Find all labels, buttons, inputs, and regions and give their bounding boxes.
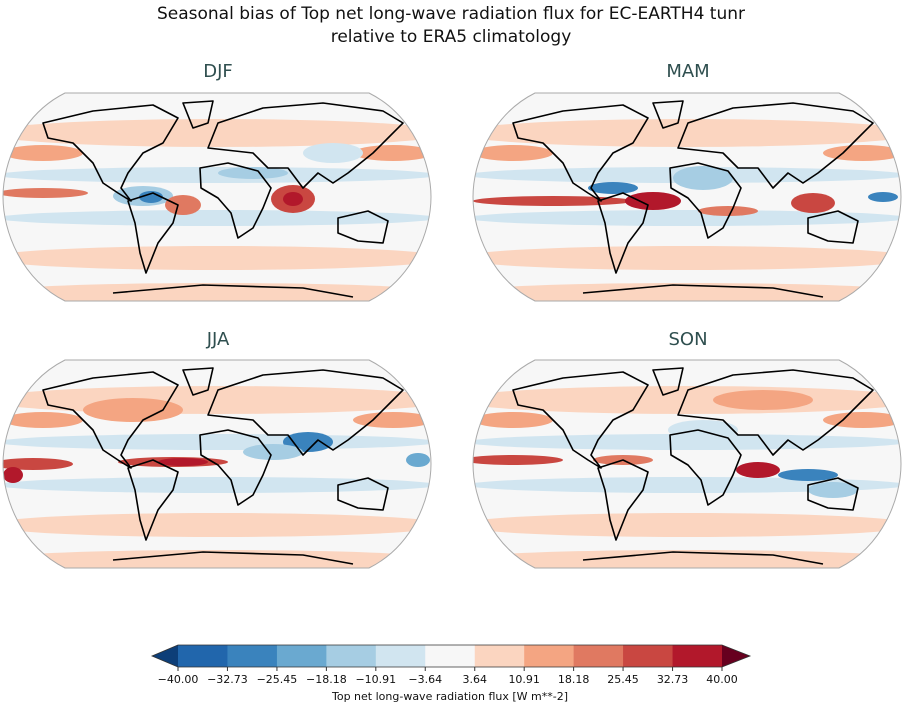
anomaly-region (823, 412, 901, 428)
map-panel (2, 92, 432, 302)
anomaly-field (3, 386, 431, 568)
anomaly-region (823, 145, 901, 161)
panel-title: MAM (666, 61, 709, 82)
colorbar-extend-low (152, 645, 178, 667)
anomaly-region (625, 192, 681, 210)
colorbar-tick-label: −25.45 (257, 673, 298, 686)
colorbar-segment (276, 645, 327, 667)
anomaly-region (158, 458, 208, 466)
panel-title: SON (668, 329, 707, 350)
anomaly-region (473, 455, 563, 465)
anomaly-region (473, 119, 901, 147)
anomaly-region (868, 192, 898, 202)
anomaly-region (353, 412, 431, 428)
colorbar-segment (326, 645, 377, 667)
anomaly-region (473, 145, 553, 161)
colorbar-tick-label: 3.64 (463, 673, 488, 686)
anomaly-field (473, 386, 901, 568)
anomaly-region (165, 195, 201, 215)
colorbar-tick-label: 40.00 (706, 673, 738, 686)
anomaly-region (473, 412, 553, 428)
anomaly-region (473, 386, 901, 414)
anomaly-region (406, 453, 430, 467)
anomaly-region (473, 246, 901, 270)
anomaly-region (83, 398, 183, 422)
anomaly-region (3, 477, 431, 493)
figure-title: Seasonal bias of Top net long-wave radia… (157, 4, 745, 24)
colorbar-tick-label: 32.73 (657, 673, 689, 686)
colorbar-tick-label: −32.73 (207, 673, 248, 686)
anomaly-region (668, 420, 738, 440)
colorbar-segment (623, 645, 674, 667)
colorbar-tick-label: −18.18 (306, 673, 347, 686)
anomaly-region (673, 166, 733, 190)
anomaly-region (473, 550, 901, 568)
colorbar-tick-label: −10.91 (355, 673, 396, 686)
panel-title: JJA (206, 329, 230, 350)
anomaly-region (778, 469, 838, 481)
anomaly-region (3, 550, 431, 568)
anomaly-region (473, 477, 901, 493)
anomaly-region (3, 513, 431, 537)
colorbar-segment (573, 645, 624, 667)
anomaly-region (3, 283, 431, 301)
anomaly-region (3, 386, 431, 414)
anomaly-region (283, 192, 303, 206)
colorbar-tick-label: −3.64 (408, 673, 442, 686)
anomaly-region (3, 210, 431, 226)
colorbar-label: Top net long-wave radiation flux [W m**-… (331, 690, 568, 703)
anomaly-region (243, 444, 303, 460)
colorbar-segment (474, 645, 525, 667)
anomaly-region (473, 210, 901, 226)
anomaly-region (473, 283, 901, 301)
anomaly-region (808, 482, 858, 498)
colorbar-segment (375, 645, 426, 667)
anomaly-region (791, 193, 835, 213)
anomaly-region (736, 462, 780, 478)
colorbar-segment (672, 645, 723, 667)
anomaly-region (698, 206, 758, 216)
anomaly-region (3, 246, 431, 270)
anomaly-field (473, 119, 901, 301)
map-panel (472, 92, 902, 302)
anomaly-region (139, 191, 163, 203)
anomaly-region (303, 143, 363, 163)
anomaly-region (3, 188, 88, 198)
colorbar-segment (178, 645, 228, 667)
figure-title: relative to ERA5 climatology (331, 27, 572, 47)
anomaly-region (588, 182, 638, 194)
colorbar-segment (524, 645, 575, 667)
anomaly-region (3, 119, 431, 147)
colorbar-extend-high (722, 645, 750, 667)
anomaly-region (713, 390, 813, 410)
map-panel (472, 359, 902, 569)
colorbar-tick-label: 18.18 (558, 673, 590, 686)
anomaly-region (473, 196, 633, 206)
map-panel (2, 359, 432, 569)
anomaly-region (3, 467, 23, 483)
anomaly-region (3, 434, 431, 450)
colorbar-tick-label: 10.91 (508, 673, 540, 686)
panel-title: DJF (203, 61, 233, 82)
anomaly-region (353, 145, 431, 161)
anomaly-region (473, 513, 901, 537)
anomaly-region (3, 145, 83, 161)
anomaly-region (3, 412, 83, 428)
anomaly-region (3, 167, 431, 183)
colorbar-segment (227, 645, 278, 667)
colorbar-tick-label: −40.00 (158, 673, 199, 686)
colorbar-tick-label: 25.45 (607, 673, 639, 686)
anomaly-region (218, 167, 288, 179)
anomaly-field (3, 119, 431, 301)
colorbar-segment (425, 645, 476, 667)
